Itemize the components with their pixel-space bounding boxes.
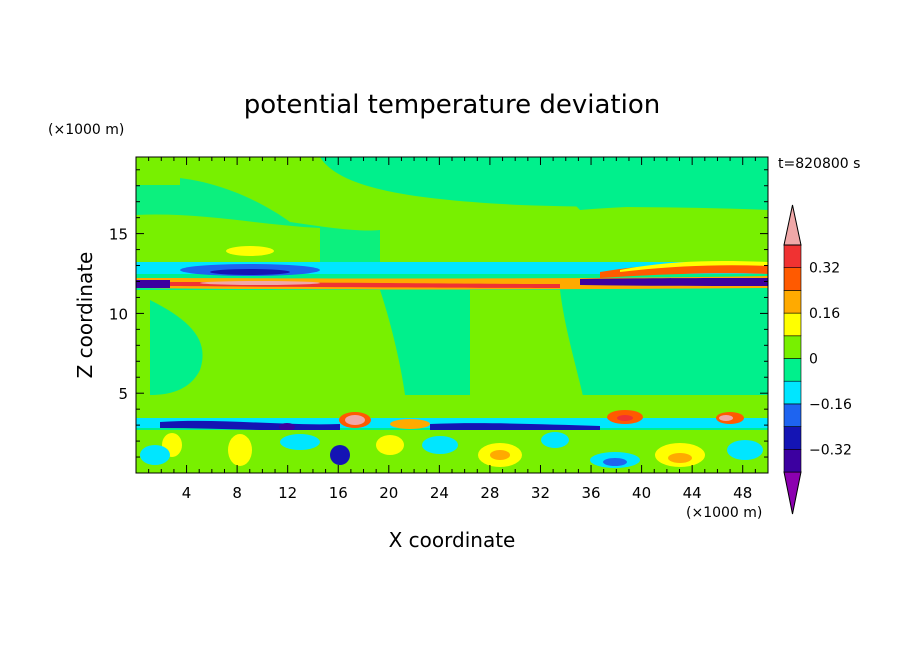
colorbar-segment — [783, 267, 802, 291]
colorbar-extend-high — [783, 204, 802, 246]
x-ticks: 4 8 12 16 20 24 28 32 36 40 44 48 — [148, 157, 756, 502]
bl-orange-4 — [490, 450, 510, 460]
colorbar-tick-label: −0.32 — [809, 442, 852, 458]
bl-purple-blob — [279, 423, 295, 431]
bl-yellow-3 — [376, 435, 404, 455]
bl-blue-5 — [603, 458, 627, 466]
chart-title: potential temperature deviation — [244, 90, 660, 120]
band-purple — [136, 278, 768, 288]
bl-navy-2 — [330, 445, 350, 465]
bl-cyan-3 — [422, 436, 458, 454]
warm-bubble-1-core — [345, 415, 365, 425]
bl-navy — [160, 420, 600, 431]
band-yellow-right — [620, 260, 768, 272]
x-tick-label: 8 — [232, 484, 242, 502]
mid-green-left — [136, 290, 405, 395]
y-tick-label: 15 — [109, 226, 128, 244]
colorbar-segment — [783, 448, 802, 473]
bl-yellow-2 — [228, 434, 252, 466]
colorbar-segment — [783, 244, 802, 269]
bl-cyan — [136, 418, 768, 428]
low-green-layer — [136, 395, 768, 420]
mid-green-right — [470, 290, 585, 405]
colorbar-segment — [783, 380, 802, 405]
x-axis-label: X coordinate — [389, 528, 516, 552]
warm-bubble-2 — [390, 419, 430, 429]
y-tick-label: 10 — [109, 305, 128, 323]
band-pink — [200, 281, 320, 285]
mint-top-right — [540, 157, 768, 210]
warm-bubble-4-core — [719, 415, 733, 421]
mid-mint-bulge — [150, 300, 203, 395]
colorbar-tick-label: −0.16 — [809, 397, 852, 413]
time-label: t=820800 s — [778, 156, 860, 172]
colorbar-segment — [783, 312, 802, 337]
colorbar-tick-label: 0 — [809, 352, 818, 368]
y-axis-label: Z coordinate — [73, 252, 97, 379]
colorbar-tick-label: 0.32 — [809, 261, 840, 277]
x-tick-label: 24 — [430, 484, 449, 502]
y-tick-label: 5 — [118, 385, 128, 403]
x-tick-label: 4 — [182, 484, 192, 502]
x-tick-label: 12 — [278, 484, 297, 502]
x-tick-label: 32 — [531, 484, 550, 502]
colorbar-tick-label: 0.16 — [809, 306, 840, 322]
mid-plume-1 — [400, 290, 470, 410]
colorbar-segment — [783, 403, 802, 427]
colorbar-segment — [783, 358, 802, 382]
warm-bubble-3-core — [617, 415, 633, 421]
colorbar-segment — [783, 335, 802, 359]
x-tick-label: 36 — [581, 484, 600, 502]
bl-orange-6 — [668, 453, 692, 463]
colorbar-segment — [783, 426, 802, 450]
contour-field — [136, 157, 768, 473]
bl-cyan-7 — [727, 440, 763, 460]
x-tick-label: 48 — [733, 484, 752, 502]
bl-cyan-4 — [541, 432, 569, 448]
x-tick-label: 28 — [480, 484, 499, 502]
band-navy-left — [210, 269, 290, 275]
y-unit-label: (×1000 m) — [48, 122, 124, 138]
colorbar-segment — [783, 290, 802, 314]
yellow-blob-upper — [226, 246, 274, 256]
x-tick-label: 40 — [632, 484, 651, 502]
colorbar-extend-low — [783, 471, 802, 515]
x-unit-label: (×1000 m) — [686, 505, 762, 521]
bl-cyan-2 — [280, 434, 320, 450]
x-tick-label: 20 — [379, 484, 398, 502]
upper-green-left — [136, 214, 320, 262]
colorbar: 0.32 0.16 0 −0.16 −0.32 — [783, 204, 852, 515]
y-ticks: 5 10 15 — [109, 169, 768, 458]
x-tick-label: 44 — [683, 484, 702, 502]
x-tick-label: 16 — [329, 484, 348, 502]
green-patch-top-left — [136, 157, 180, 185]
bl-cyan-1 — [140, 445, 170, 465]
